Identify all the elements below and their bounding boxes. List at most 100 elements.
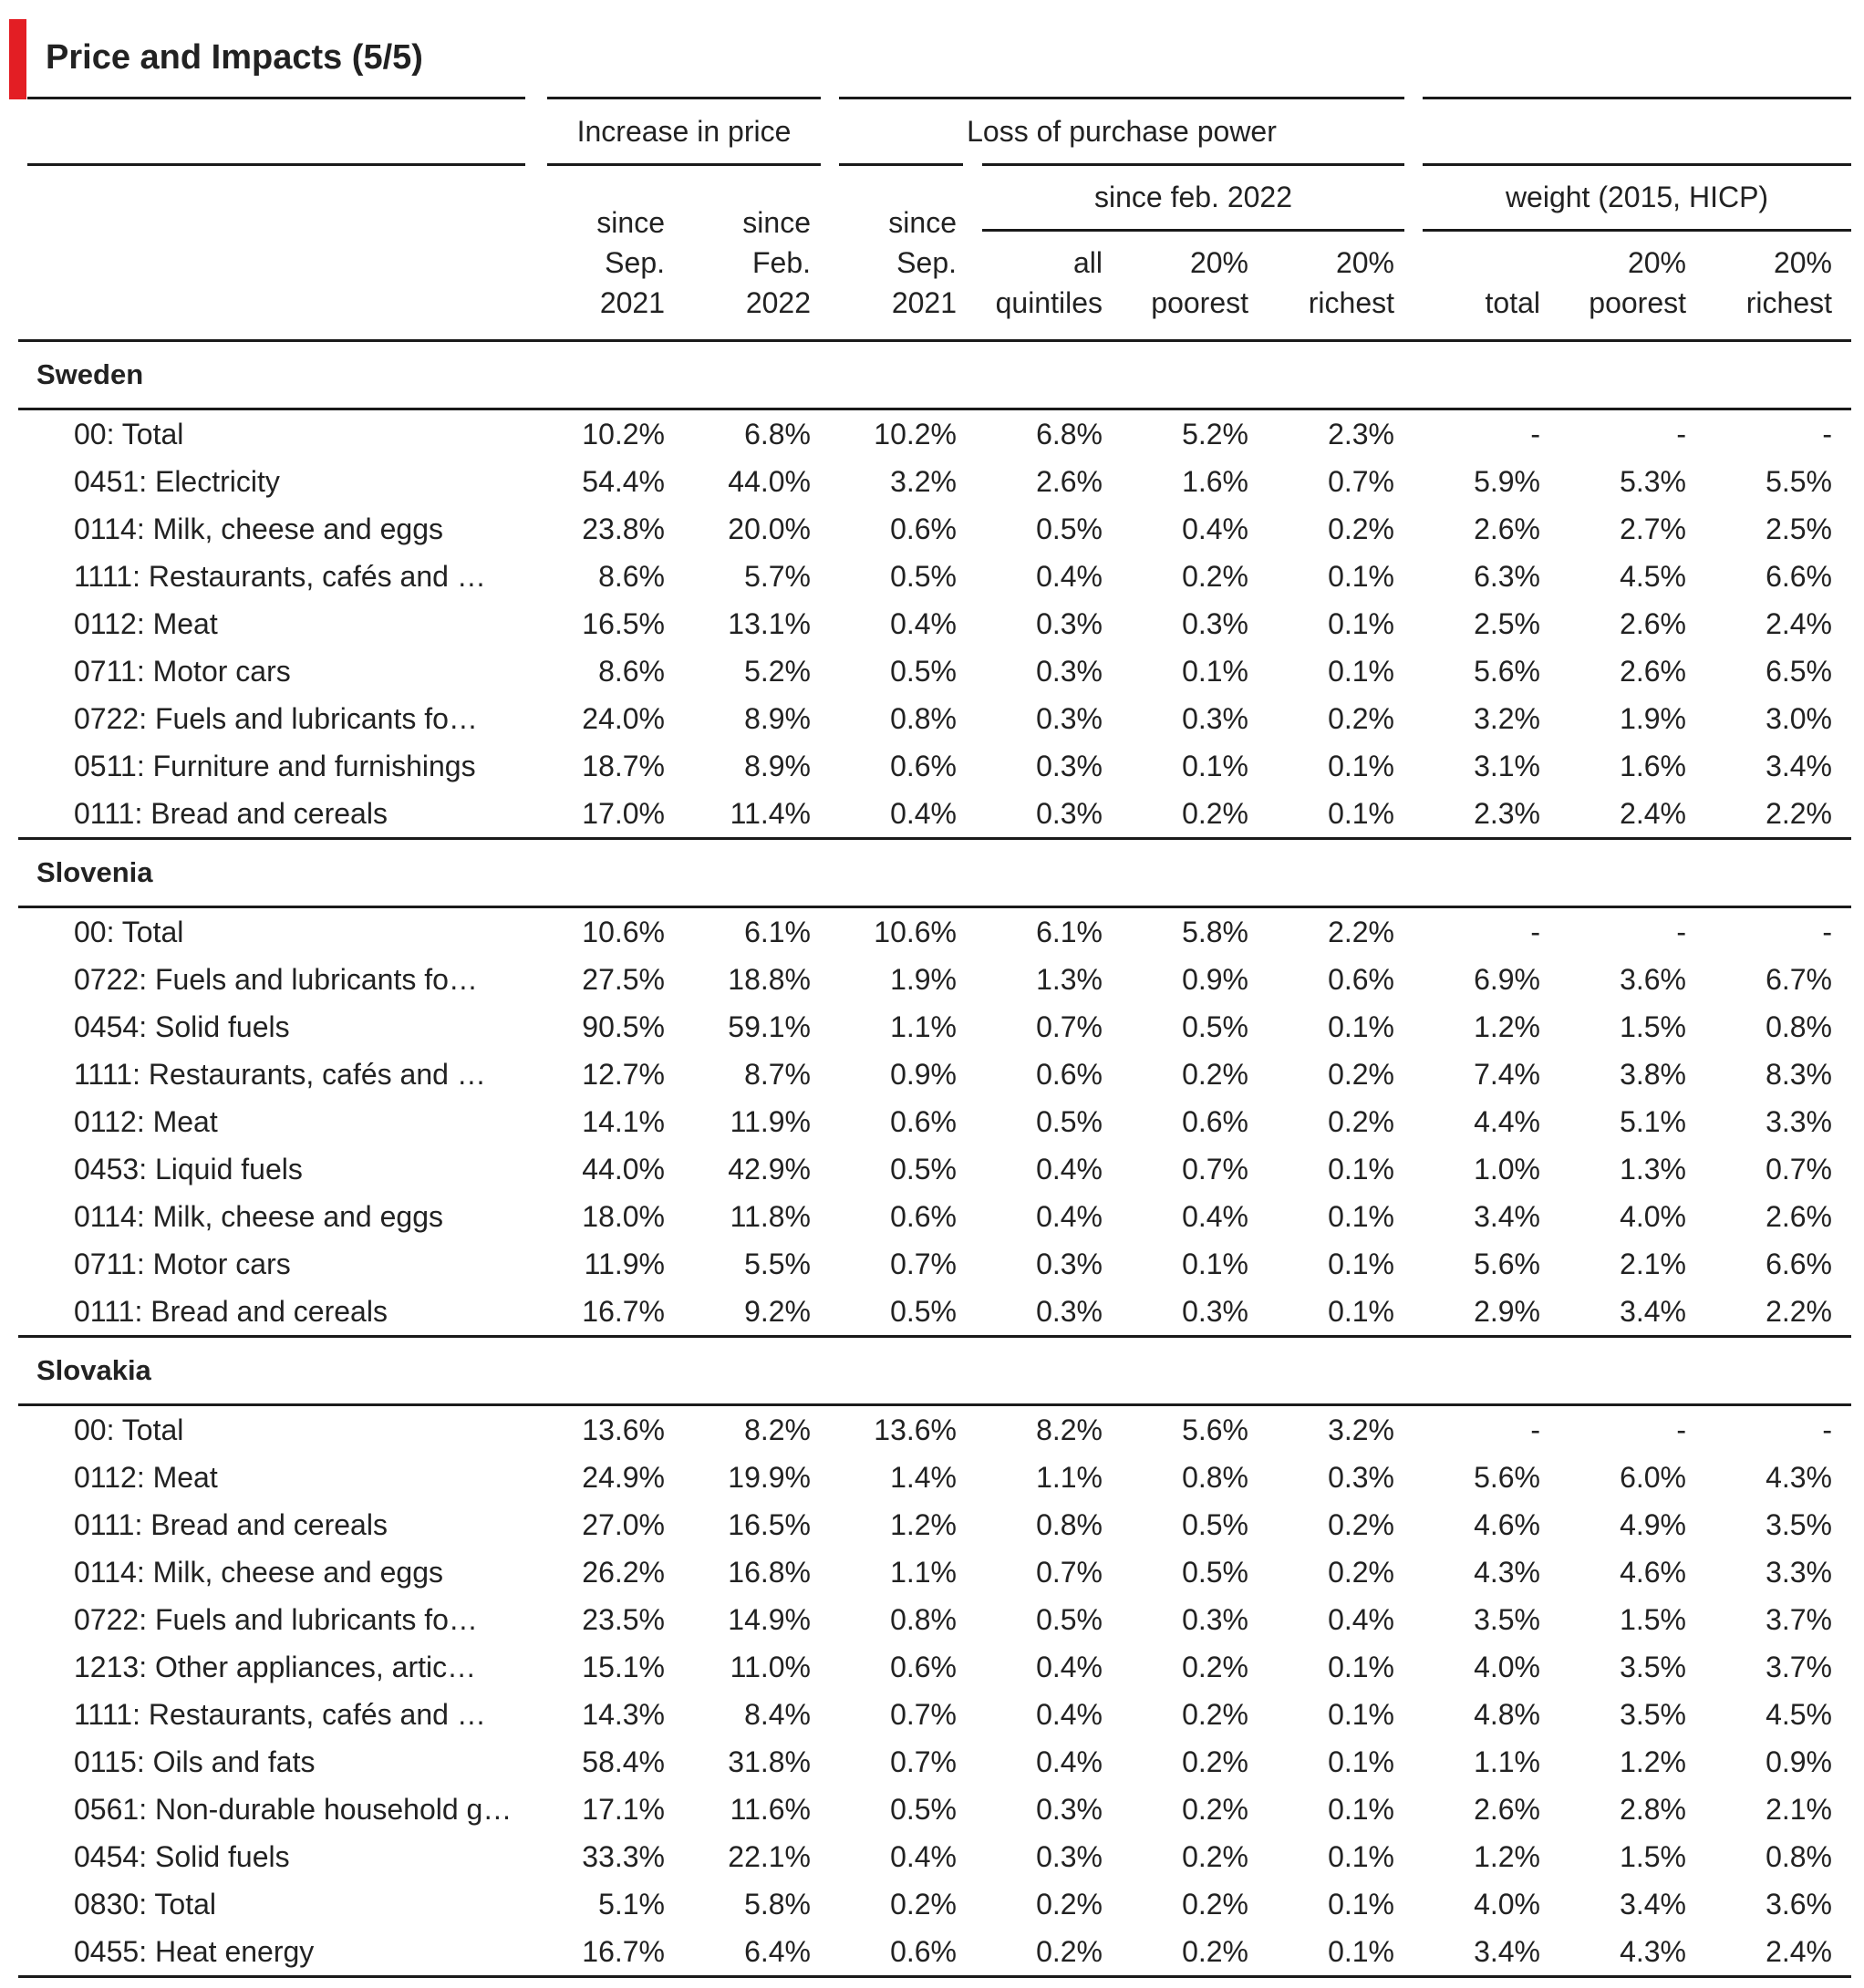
cell-loss-all-quintiles: 0.3% (1036, 606, 1103, 640)
table-row: 0114: Milk, cheese and eggs 23.8% 20.0% 0.6… (18, 505, 1851, 553)
cell-weight-20-richest: 3.7% (1766, 1602, 1832, 1636)
cell-increase-since-sep-2021: 16.5% (582, 606, 665, 640)
section-divider (18, 1975, 1851, 1978)
cell-weight-20-richest: 2.2% (1766, 796, 1832, 830)
row-label: 1213: Other appliances, artic… (74, 1650, 477, 1683)
cell-loss-20-richest: 0.1% (1328, 749, 1394, 782)
cell-loss-20-richest: 0.2% (1328, 1555, 1394, 1589)
cell-loss-all-quintiles: 0.3% (1036, 654, 1103, 688)
header-rule (982, 229, 1404, 232)
row-label: 0722: Fuels and lubricants fo… (74, 701, 478, 735)
column-header-loss-since-sep-2021: since Sep. 2021 (830, 182, 976, 323)
cell-loss-20-poorest: 0.2% (1182, 1650, 1248, 1683)
cell-loss-since-sep-2021: 0.8% (890, 701, 957, 735)
header-rule (547, 163, 821, 166)
cell-loss-all-quintiles: 0.4% (1036, 1199, 1103, 1233)
cell-loss-all-quintiles: 0.3% (1036, 1247, 1103, 1280)
cell-weight-total: 2.3% (1474, 796, 1540, 830)
cell-increase-since-sep-2021: 24.0% (582, 701, 665, 735)
column-header-line: quintiles (995, 286, 1103, 319)
cell-loss-20-richest: 0.1% (1328, 1010, 1394, 1043)
cell-loss-all-quintiles: 2.6% (1036, 464, 1103, 498)
header-rule (982, 163, 1404, 166)
cell-weight-20-richest: 2.6% (1766, 1199, 1832, 1233)
cell-weight-20-richest: 2.2% (1766, 1294, 1832, 1328)
cell-weight-20-richest: 8.3% (1766, 1057, 1832, 1091)
table-row: 1111: Restaurants, cafés and … 12.7% 8.7% 0… (18, 1051, 1851, 1098)
cell-loss-since-sep-2021: 0.2% (890, 1887, 957, 1921)
cell-increase-since-feb-2022: 5.5% (744, 1247, 811, 1280)
cell-increase-since-feb-2022: 11.0% (730, 1650, 811, 1683)
cell-weight-20-poorest: 3.4% (1620, 1294, 1686, 1328)
cell-loss-since-sep-2021: 10.6% (874, 915, 957, 948)
cell-increase-since-sep-2021: 18.0% (582, 1199, 665, 1233)
table-row: 0454: Solid fuels 90.5% 59.1% 1.1% 0.7% 0.5% 0… (18, 1003, 1851, 1051)
cell-loss-20-poorest: 0.6% (1182, 1104, 1248, 1138)
cell-loss-since-sep-2021: 0.5% (890, 1152, 957, 1186)
cell-weight-20-richest: 4.3% (1766, 1460, 1832, 1494)
cell-increase-since-sep-2021: 15.1% (582, 1650, 665, 1683)
cell-loss-20-poorest: 0.5% (1182, 1010, 1248, 1043)
cell-loss-20-poorest: 5.2% (1182, 417, 1248, 450)
cell-weight-20-richest: 2.4% (1766, 606, 1832, 640)
cell-loss-all-quintiles: 1.1% (1036, 1460, 1103, 1494)
table-row: 0455: Heat energy 16.7% 6.4% 0.6% 0.2% 0.2% 0.… (18, 1928, 1851, 1975)
column-header-weight-total: total (1414, 182, 1559, 323)
cell-weight-20-richest: 3.0% (1766, 701, 1832, 735)
cell-loss-20-poorest: 0.1% (1182, 1247, 1248, 1280)
cell-loss-20-poorest: 0.1% (1182, 654, 1248, 688)
cell-loss-all-quintiles: 0.3% (1036, 749, 1103, 782)
cell-loss-since-sep-2021: 0.6% (890, 1199, 957, 1233)
cell-weight-20-richest: 2.4% (1766, 1934, 1832, 1968)
cell-weight-20-richest: 6.6% (1766, 1247, 1832, 1280)
row-label: 0561: Non-durable household g… (74, 1792, 513, 1826)
cell-weight-20-richest: 3.3% (1766, 1104, 1832, 1138)
header-rule (27, 97, 525, 99)
cell-loss-20-poorest: 0.3% (1182, 606, 1248, 640)
row-label: 0114: Milk, cheese and eggs (74, 1199, 443, 1233)
country-name: Slovenia (36, 856, 153, 888)
cell-loss-since-sep-2021: 0.4% (890, 1839, 957, 1873)
cell-increase-since-feb-2022: 11.8% (730, 1199, 811, 1233)
row-label: 0454: Solid fuels (74, 1010, 290, 1043)
cell-increase-since-sep-2021: 90.5% (582, 1010, 665, 1043)
cell-loss-all-quintiles: 0.4% (1036, 1650, 1103, 1683)
cell-increase-since-feb-2022: 8.4% (744, 1697, 811, 1731)
cell-loss-all-quintiles: 0.4% (1036, 1152, 1103, 1186)
cell-loss-since-sep-2021: 10.2% (874, 417, 957, 450)
cell-increase-since-sep-2021: 18.7% (582, 749, 665, 782)
cell-increase-since-feb-2022: 5.7% (744, 559, 811, 593)
cell-loss-20-richest: 0.2% (1328, 1104, 1394, 1138)
cell-weight-total: 1.2% (1474, 1839, 1540, 1873)
cell-loss-20-poorest: 0.9% (1182, 962, 1248, 996)
cell-increase-since-sep-2021: 10.2% (582, 417, 665, 450)
cell-loss-all-quintiles: 0.3% (1036, 1839, 1103, 1873)
column-header-increase-since-sep-2021: since Sep. 2021 (538, 182, 684, 323)
cell-weight-20-poorest: 4.3% (1620, 1934, 1686, 1968)
cell-increase-since-feb-2022: 6.1% (744, 915, 811, 948)
cell-weight-total: 4.4% (1474, 1104, 1540, 1138)
cell-loss-since-sep-2021: 0.4% (890, 796, 957, 830)
cell-loss-20-richest: 2.2% (1328, 915, 1394, 948)
cell-loss-since-sep-2021: 0.6% (890, 512, 957, 545)
cell-increase-since-feb-2022: 5.8% (744, 1887, 811, 1921)
row-label: 0112: Meat (74, 606, 218, 640)
cell-loss-all-quintiles: 6.1% (1036, 915, 1103, 948)
row-label: 1111: Restaurants, cafés and … (74, 1057, 486, 1091)
cell-increase-since-feb-2022: 11.6% (730, 1792, 811, 1826)
cell-loss-20-poorest: 1.6% (1182, 464, 1248, 498)
cell-loss-20-richest: 0.3% (1328, 1460, 1394, 1494)
cell-loss-20-poorest: 0.2% (1182, 559, 1248, 593)
table-row: 0453: Liquid fuels 44.0% 42.9% 0.5% 0.4% 0.7%… (18, 1145, 1851, 1193)
cell-loss-all-quintiles: 0.8% (1036, 1507, 1103, 1541)
cell-loss-20-poorest: 0.8% (1182, 1460, 1248, 1494)
row-label: 0511: Furniture and furnishings (74, 749, 476, 782)
cell-increase-since-feb-2022: 11.4% (730, 796, 811, 830)
cell-increase-since-sep-2021: 11.9% (584, 1247, 665, 1280)
column-header-weight-20-richest: 20% richest (1705, 182, 1851, 323)
cell-loss-since-sep-2021: 0.6% (890, 1934, 957, 1968)
cell-increase-since-sep-2021: 17.0% (582, 796, 665, 830)
header-rule (1423, 229, 1851, 232)
table-row: 0722: Fuels and lubricants fo… 24.0% 8.9% 0… (18, 695, 1851, 742)
cell-weight-total: 3.1% (1474, 749, 1540, 782)
